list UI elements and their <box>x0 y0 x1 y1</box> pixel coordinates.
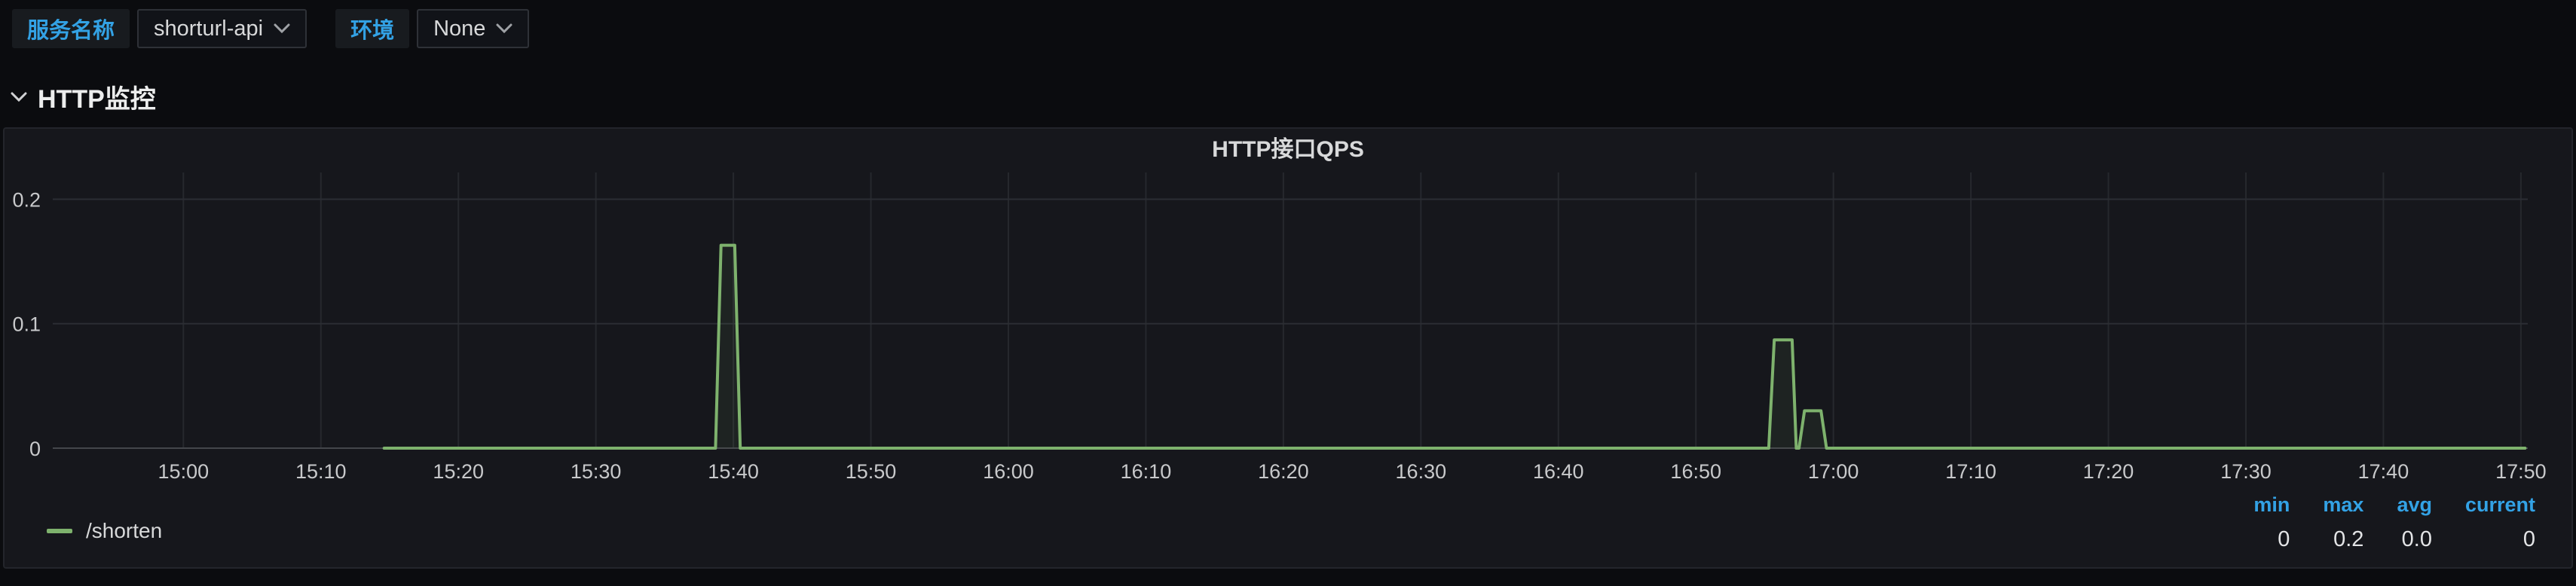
stat-header-current[interactable]: current <box>2464 493 2535 516</box>
x-gridlines <box>182 172 2522 448</box>
svg-text:16:00: 16:00 <box>983 460 1034 483</box>
svg-text:15:00: 15:00 <box>158 460 210 483</box>
svg-text:17:50: 17:50 <box>2495 460 2547 483</box>
svg-text:0.1: 0.1 <box>12 313 41 336</box>
stat-header-max[interactable]: max <box>2323 493 2364 516</box>
qps-chart[interactable]: 15:00 15:10 15:20 15:30 15:40 15:50 16:00 16:10… <box>6 165 2570 489</box>
svg-text:0.2: 0.2 <box>12 188 41 211</box>
variables-bar: 服务名称 shorturl-api 环境 None <box>0 0 2576 48</box>
svg-text:15:40: 15:40 <box>708 460 759 483</box>
svg-text:16:40: 16:40 <box>1533 460 1584 483</box>
svg-text:17:40: 17:40 <box>2358 460 2409 483</box>
stat-header-avg[interactable]: avg <box>2397 493 2432 516</box>
stat-header-min[interactable]: min <box>2253 493 2290 516</box>
x-axis-labels: 15:00 15:10 15:20 15:30 15:40 15:50 16:00 16:10… <box>158 460 2547 483</box>
stat-value-max: 0.2 <box>2333 527 2364 551</box>
y-gridlines <box>53 198 2528 449</box>
legend-stats-value-row: 0 0.2 0.0 0 <box>2220 523 2535 552</box>
series-color-dash-icon <box>47 529 72 533</box>
chart-legend: /shorten min max avg current 0 0.2 0.0 0 <box>5 489 2571 561</box>
service-name-select[interactable]: shorturl-api <box>137 9 307 48</box>
series-line-shorten <box>382 243 2527 450</box>
svg-text:16:20: 16:20 <box>1258 460 1309 483</box>
stat-value-current: 0 <box>2522 527 2535 551</box>
chevron-down-icon <box>11 91 27 102</box>
legend-stats-table: min max avg current 0 0.2 0.0 0 <box>2220 489 2535 552</box>
service-variable-group: 服务名称 shorturl-api <box>12 9 307 48</box>
panel-title[interactable]: HTTP接口QPS <box>1212 137 1364 162</box>
qps-panel: HTTP接口QPS 15:00 15:10 15:20 15:30 15:40 15:50… <box>3 127 2573 569</box>
svg-text:17:00: 17:00 <box>1808 460 1859 483</box>
legend-stats-header-row: min max avg current <box>2220 489 2535 523</box>
service-name-label: 服务名称 <box>12 9 130 48</box>
row-header-http-monitoring[interactable]: HTTP监控 <box>11 78 2576 115</box>
svg-text:17:10: 17:10 <box>1945 460 1996 483</box>
chevron-down-icon <box>496 23 512 34</box>
env-variable-group: 环境 None <box>335 9 530 48</box>
svg-text:17:20: 17:20 <box>2083 460 2134 483</box>
svg-text:0: 0 <box>29 438 41 460</box>
svg-text:17:30: 17:30 <box>2220 460 2272 483</box>
stat-value-min: 0 <box>2278 527 2290 551</box>
series-area-fill <box>384 245 2526 448</box>
svg-text:15:30: 15:30 <box>571 460 622 483</box>
y-axis-labels: 0 0.1 0.2 <box>12 188 41 460</box>
chevron-down-icon <box>274 23 290 34</box>
row-title: HTTP监控 <box>38 85 156 114</box>
env-value: None <box>433 16 486 41</box>
svg-text:15:20: 15:20 <box>433 460 484 483</box>
legend-series-shorten[interactable]: /shorten <box>47 519 162 543</box>
svg-text:16:10: 16:10 <box>1121 460 1172 483</box>
svg-text:15:50: 15:50 <box>846 460 897 483</box>
stat-value-avg: 0.0 <box>2401 527 2432 551</box>
svg-text:16:30: 16:30 <box>1396 460 1447 483</box>
legend-series-name: /shorten <box>86 519 163 542</box>
env-select[interactable]: None <box>417 9 530 48</box>
env-label: 环境 <box>335 9 410 48</box>
service-name-value: shorturl-api <box>154 16 264 41</box>
chart-area: 15:00 15:10 15:20 15:30 15:40 15:50 16:00 16:10… <box>6 165 2570 489</box>
svg-text:15:10: 15:10 <box>295 460 347 483</box>
svg-text:16:50: 16:50 <box>1670 460 1721 483</box>
